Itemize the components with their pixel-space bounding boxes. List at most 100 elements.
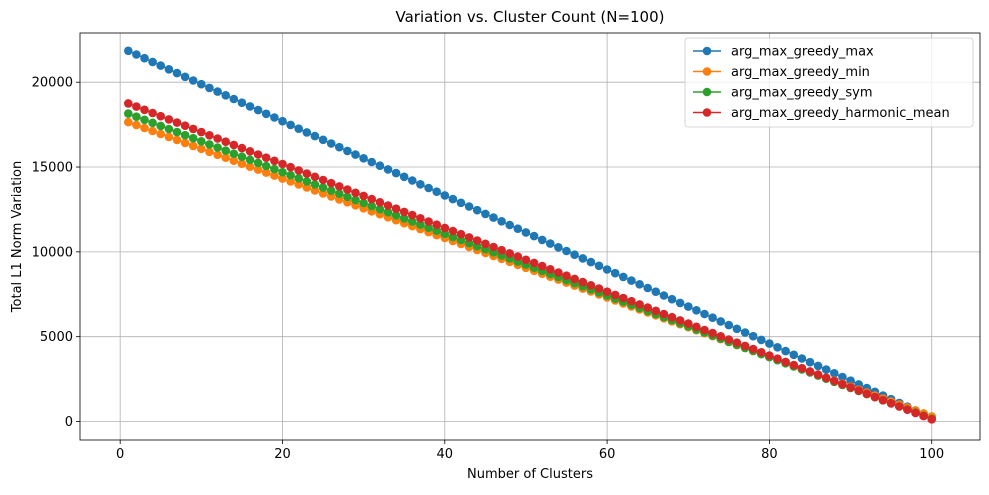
data-point xyxy=(286,177,295,186)
legend-label: arg_max_greedy_harmonic_mean xyxy=(731,106,950,121)
data-point xyxy=(643,303,652,312)
data-point xyxy=(911,408,920,418)
series-layer xyxy=(124,46,936,424)
data-point xyxy=(805,367,815,376)
legend-item: arg_max_greedy_min xyxy=(693,65,870,80)
data-point xyxy=(237,152,247,161)
data-point xyxy=(286,170,295,180)
data-point xyxy=(854,386,863,395)
data-point xyxy=(391,211,401,220)
data-point xyxy=(335,189,344,198)
data-point xyxy=(237,98,247,107)
data-point xyxy=(789,360,799,370)
data-point xyxy=(505,249,514,258)
data-point xyxy=(245,162,255,171)
data-point xyxy=(278,174,287,183)
data-point xyxy=(927,415,936,424)
data-point xyxy=(197,137,206,146)
data-point xyxy=(140,115,149,125)
data-point xyxy=(399,172,409,182)
data-point xyxy=(197,127,206,137)
data-point xyxy=(164,132,174,142)
data-point xyxy=(586,281,596,290)
data-point xyxy=(124,109,133,118)
data-point xyxy=(205,131,214,140)
data-point xyxy=(903,405,912,415)
data-point xyxy=(302,177,312,186)
data-point xyxy=(708,313,717,323)
data-point xyxy=(602,287,612,297)
data-point xyxy=(261,109,271,119)
data-point xyxy=(497,245,506,255)
data-point xyxy=(521,228,531,237)
data-point xyxy=(813,361,823,371)
data-point xyxy=(270,171,279,180)
data-point xyxy=(359,154,368,163)
data-point xyxy=(732,338,742,348)
x-tick-label: 20 xyxy=(274,447,291,462)
data-point xyxy=(205,147,214,157)
data-point xyxy=(667,294,677,304)
data-point xyxy=(578,277,588,287)
data-point xyxy=(278,159,287,169)
data-point xyxy=(805,357,815,367)
data-point xyxy=(708,328,717,338)
data-point xyxy=(294,166,304,175)
legend: arg_max_greedy_max arg_max_greedy_min arg_… xyxy=(684,37,974,128)
data-point xyxy=(740,341,750,351)
data-point xyxy=(310,172,320,182)
data-point xyxy=(294,124,304,133)
x-tick-label: 80 xyxy=(761,447,778,462)
data-point xyxy=(627,276,636,285)
data-point xyxy=(391,168,401,178)
data-point xyxy=(765,351,774,360)
data-point xyxy=(245,102,255,111)
data-point xyxy=(521,255,531,265)
data-point xyxy=(270,164,279,174)
legend-marker xyxy=(702,67,712,76)
data-point xyxy=(537,235,547,245)
data-point xyxy=(416,214,425,223)
data-point xyxy=(724,335,734,344)
data-point xyxy=(781,357,790,367)
series-line xyxy=(127,50,933,419)
y-tick-label: 0 xyxy=(65,415,73,430)
data-point xyxy=(838,379,847,389)
legend-item: arg_max_greedy_max xyxy=(693,45,874,60)
data-point xyxy=(197,144,206,154)
data-point xyxy=(164,124,174,134)
data-point xyxy=(229,156,239,165)
data-point xyxy=(253,105,263,115)
data-point xyxy=(813,370,823,379)
data-point xyxy=(448,232,458,242)
data-point xyxy=(821,373,831,383)
legend-label: arg_max_greedy_sym xyxy=(731,86,873,101)
data-point xyxy=(464,233,474,242)
data-point xyxy=(205,140,214,149)
data-point xyxy=(716,332,725,341)
data-point xyxy=(140,123,149,133)
data-point xyxy=(700,309,709,319)
data-point xyxy=(919,411,928,421)
data-point xyxy=(245,147,255,156)
data-point xyxy=(895,402,904,411)
data-point xyxy=(270,156,279,166)
data-point xyxy=(740,328,750,337)
data-point xyxy=(781,346,790,356)
data-point xyxy=(261,168,271,177)
data-point xyxy=(302,169,312,178)
x-tick-label: 0 xyxy=(116,447,124,462)
data-point xyxy=(797,354,807,363)
data-point xyxy=(546,239,555,248)
series-arg_max_greedy_harmonic_mean xyxy=(124,99,936,424)
data-point xyxy=(335,142,344,152)
data-point xyxy=(765,339,774,348)
data-point xyxy=(408,217,417,226)
data-point xyxy=(529,258,539,268)
data-point xyxy=(870,392,880,402)
data-point xyxy=(367,157,377,167)
data-point xyxy=(132,102,141,111)
data-point xyxy=(472,236,482,245)
